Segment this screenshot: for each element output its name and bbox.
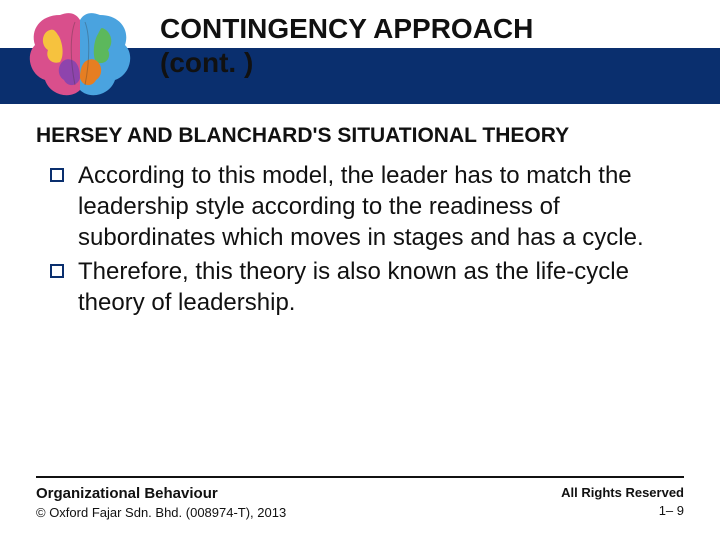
footer-divider [36,476,684,478]
slide-title-line2: (cont. ) [160,46,253,80]
footer-book-title: Organizational Behaviour [36,484,286,504]
footer-page: 1– 9 [561,502,684,520]
slide-title-line1: CONTINGENCY APPROACH [160,12,533,46]
bullet-list: According to this model, the leader has … [50,160,680,320]
footer-rights: All Rights Reserved [561,484,684,502]
brain-icon [20,0,140,110]
list-item: According to this model, the leader has … [50,160,680,254]
footer-copyright: © Oxford Fajar Sdn. Bhd. (008974-T), 201… [36,504,286,522]
bullet-icon [50,264,64,278]
footer-right: All Rights Reserved 1– 9 [561,484,684,519]
list-item: Therefore, this theory is also known as … [50,256,680,318]
bullet-text: Therefore, this theory is also known as … [78,256,680,318]
slide-subtitle: HERSEY AND BLANCHARD'S SITUATIONAL THEOR… [36,124,569,148]
bullet-text: According to this model, the leader has … [78,160,680,254]
bullet-icon [50,168,64,182]
footer-left: Organizational Behaviour © Oxford Fajar … [36,484,286,522]
